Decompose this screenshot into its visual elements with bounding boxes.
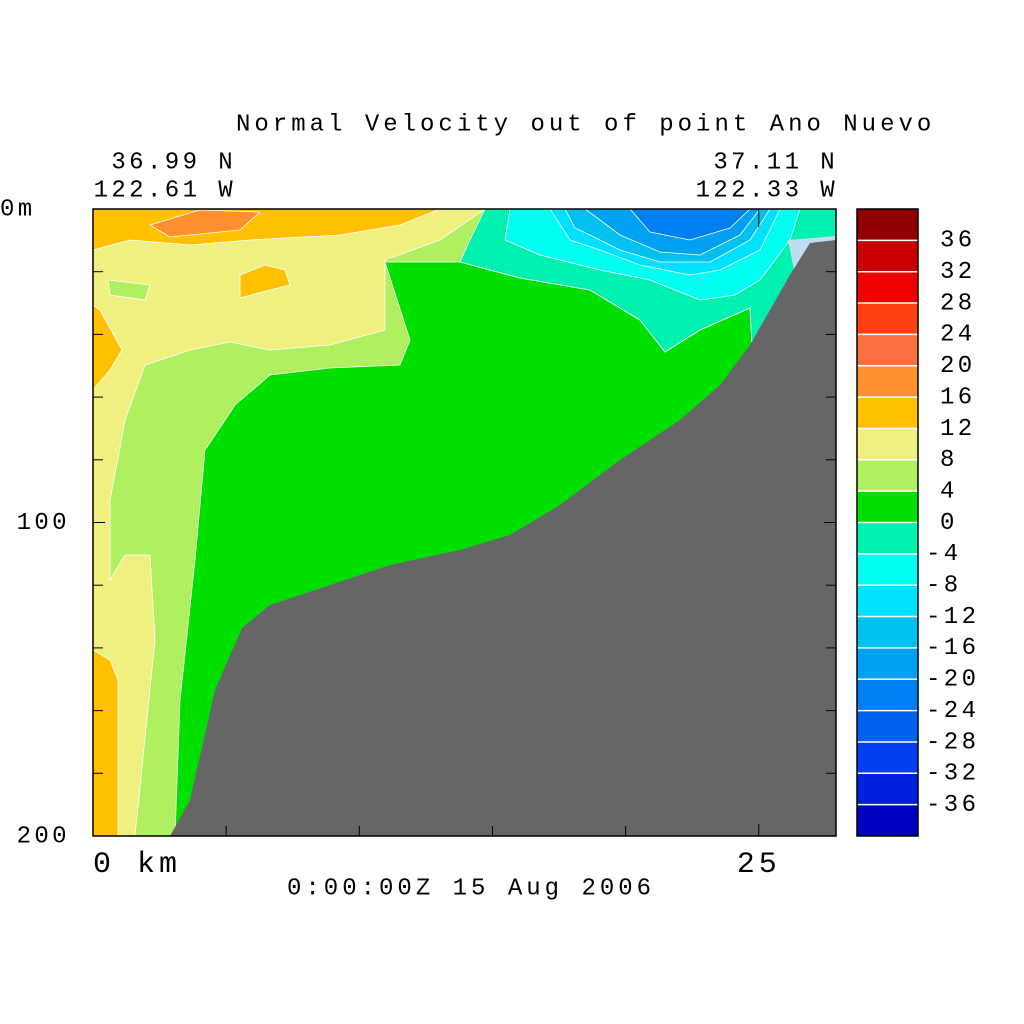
colorbar-band — [857, 428, 918, 460]
colorbar-band — [857, 459, 918, 492]
time-label: 0:00:00Z 15 Aug 2006 — [287, 875, 655, 902]
colorbar-label: -20 — [926, 667, 979, 694]
contour-region — [107, 279, 151, 301]
colorbar-label: 28 — [940, 290, 976, 317]
end-lat: 37.11 N — [713, 149, 838, 176]
colorbar-band — [857, 209, 918, 241]
start-lat: 36.99 N — [111, 149, 236, 176]
contour-region — [93, 209, 486, 836]
x-tick-label: 25 — [737, 848, 781, 882]
chart-title: Normal Velocity out of point Ano Nuevo — [236, 111, 935, 138]
colorbar-band — [857, 491, 918, 523]
colorbar-band — [857, 804, 918, 836]
colorbar-label: 32 — [940, 259, 976, 286]
colorbar-label: 36 — [940, 228, 976, 255]
colorbar-band — [857, 773, 918, 805]
colorbar-label: 16 — [940, 384, 976, 411]
colorbar-label: 12 — [940, 416, 976, 443]
colorbar-label: -4 — [926, 541, 962, 568]
colorbar-label: 8 — [940, 447, 958, 474]
unfilled-patch — [788, 236, 836, 275]
colorbar-label: -24 — [926, 698, 979, 725]
start-lon: 122.61 W — [94, 177, 236, 204]
colorbar-label: -16 — [926, 635, 979, 662]
x-tick-label: 0 km — [93, 848, 181, 882]
colorbar-band — [857, 616, 918, 648]
contour-region — [629, 209, 751, 241]
y-tick-label: 0m — [0, 196, 36, 223]
colorbar-band — [857, 710, 918, 742]
colorbar-band — [857, 365, 918, 398]
plot-frame — [92, 208, 837, 837]
colorbar-band — [857, 271, 918, 304]
colorbar-label: 24 — [940, 322, 976, 349]
colorbar-band — [857, 585, 918, 617]
colorbar-label: 20 — [940, 353, 976, 380]
colorbar-band — [857, 679, 918, 711]
colorbar-label: -36 — [926, 792, 979, 819]
contour-region — [93, 649, 119, 836]
y-tick-label: 100 — [17, 510, 70, 537]
colorbar-band — [857, 397, 918, 429]
end-lon: 122.33 W — [696, 177, 838, 204]
colorbar-band — [857, 334, 918, 366]
colorbar-band — [857, 553, 918, 586]
seafloor — [170, 240, 836, 836]
y-tick-label: 200 — [17, 823, 70, 850]
colorbar-label: -12 — [926, 604, 979, 631]
contour-region — [239, 264, 291, 299]
colorbar-frame — [856, 208, 919, 837]
contour-field — [93, 209, 836, 836]
colorbar-band — [857, 240, 918, 272]
contour-region — [149, 209, 262, 238]
colorbar-label: 4 — [940, 478, 958, 505]
colorbar-label: 0 — [940, 510, 958, 537]
colorbar-label: -8 — [926, 573, 962, 600]
colorbar-band — [857, 647, 918, 680]
contour-region — [93, 304, 123, 391]
colorbar-band — [857, 303, 918, 335]
colorbar-label: -28 — [926, 729, 979, 756]
colorbar-band — [857, 522, 918, 554]
colorbar-label: -32 — [926, 761, 979, 788]
colorbar-band — [857, 741, 918, 774]
